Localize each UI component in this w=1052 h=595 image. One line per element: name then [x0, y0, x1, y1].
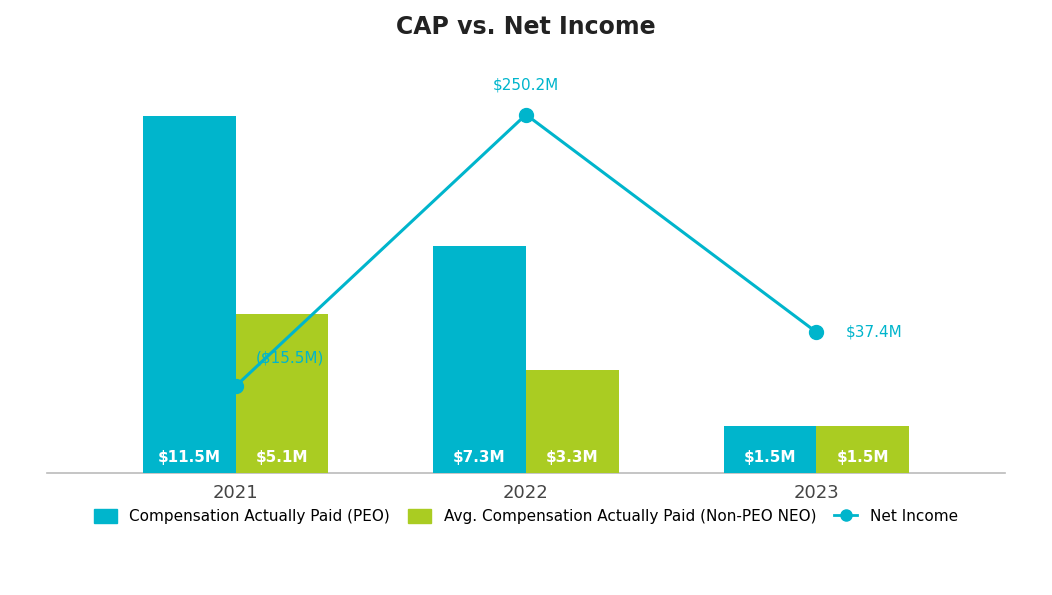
Text: $7.3M: $7.3M — [453, 450, 506, 465]
Bar — [526, 370, 619, 472]
Text: $5.1M: $5.1M — [256, 450, 308, 465]
Text: $250.2M: $250.2M — [493, 77, 559, 92]
Text: ($15.5M): ($15.5M) — [256, 350, 324, 365]
Text: $1.5M: $1.5M — [744, 450, 796, 465]
Bar — [816, 426, 909, 472]
Text: $11.5M: $11.5M — [158, 450, 221, 465]
Text: $1.5M: $1.5M — [836, 450, 889, 465]
Text: $3.3M: $3.3M — [546, 450, 599, 465]
Bar — [433, 246, 526, 472]
Text: $37.4M: $37.4M — [846, 325, 903, 340]
Title: CAP vs. Net Income: CAP vs. Net Income — [397, 15, 655, 39]
Bar — [236, 314, 328, 472]
Bar — [143, 115, 236, 472]
Legend: Compensation Actually Paid (PEO), Avg. Compensation Actually Paid (Non-PEO NEO),: Compensation Actually Paid (PEO), Avg. C… — [86, 502, 966, 532]
Bar — [724, 426, 816, 472]
